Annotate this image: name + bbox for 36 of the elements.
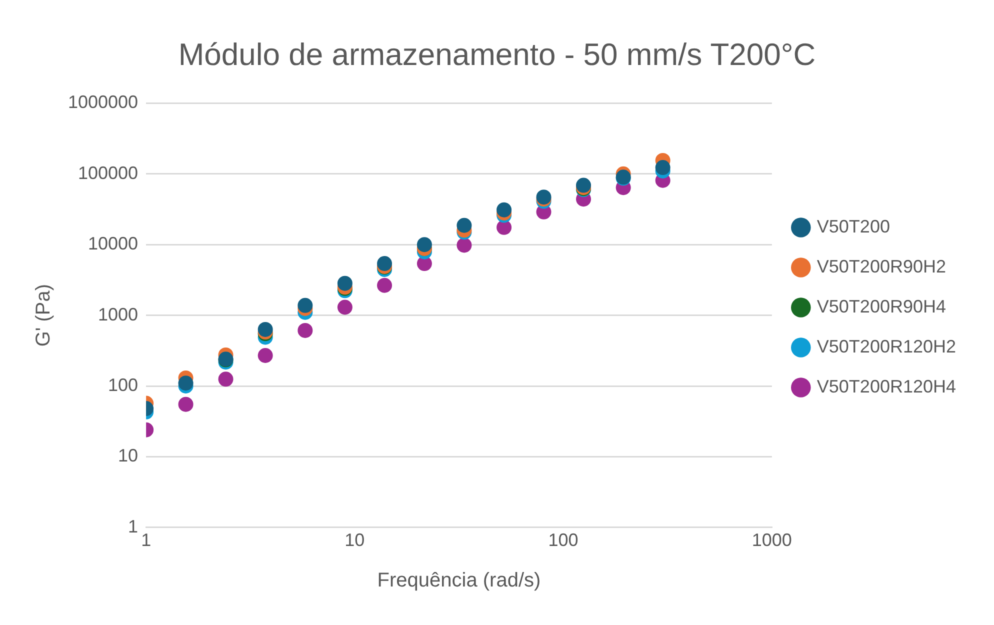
x-axis-title: Frequência (rad/s) — [377, 570, 541, 592]
point — [218, 372, 234, 387]
x-tick-label: 1 — [141, 530, 152, 550]
chart-title: Módulo de armazenamento - 50 mm/s T200°C — [178, 37, 816, 72]
x-tick-label: 1000 — [752, 530, 792, 550]
point — [178, 376, 194, 391]
point — [298, 298, 313, 313]
point — [337, 300, 352, 315]
x-tick-label: 100 — [548, 530, 578, 550]
legend-label: V50T200R90H4 — [816, 296, 946, 316]
x-tick-label: 10 — [344, 530, 365, 550]
point — [258, 322, 273, 337]
point — [416, 237, 432, 252]
legend-label: V50T200R90H2 — [816, 256, 946, 276]
y-tick-label: 100 — [108, 374, 138, 395]
y-tick-label: 100000 — [78, 162, 138, 183]
point — [258, 348, 273, 364]
legend-label: V50T200R120H4 — [816, 376, 956, 396]
y-axis-title: G' (Pa) — [32, 284, 55, 347]
point — [298, 322, 313, 338]
legend-label: V50T200 — [816, 216, 890, 236]
point — [496, 220, 512, 235]
legend-label: V50T200R120H2 — [816, 336, 956, 356]
y-tick-label: 1000000 — [68, 92, 138, 112]
y-tick-label: 10000 — [88, 234, 138, 254]
point — [456, 218, 472, 233]
point — [496, 202, 512, 218]
y-tick-label: 1 — [128, 516, 138, 536]
point — [377, 278, 392, 293]
point — [377, 256, 392, 272]
y-tick-label: 1000 — [98, 304, 138, 324]
y-tick-label: 10 — [118, 446, 138, 466]
point — [655, 160, 670, 176]
point — [178, 396, 194, 412]
point — [456, 238, 472, 253]
point — [337, 276, 352, 291]
